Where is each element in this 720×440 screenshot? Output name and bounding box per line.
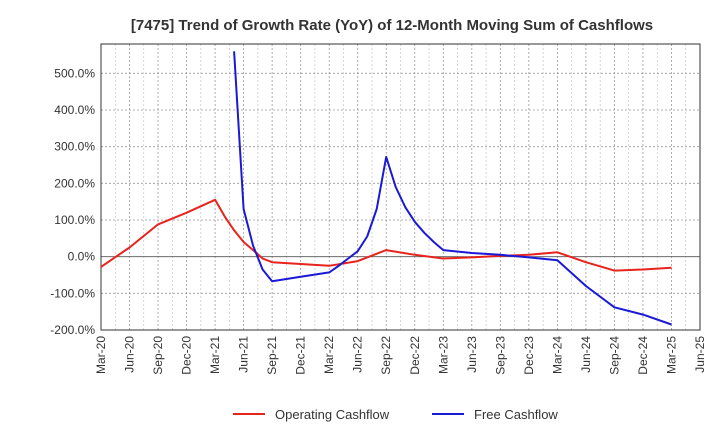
x-tick-label: Jun-23 <box>465 336 479 373</box>
y-tick-label: -200.0% <box>50 323 95 337</box>
x-tick-label: Sep-23 <box>493 336 507 375</box>
y-tick-label: 200.0% <box>54 176 95 190</box>
legend-label-operating-cashflow: Operating Cashflow <box>275 407 390 422</box>
x-tick-label: Jun-20 <box>123 336 137 373</box>
plot-frame <box>100 43 701 331</box>
series-lines <box>100 51 672 326</box>
x-tick-label: Jun-21 <box>237 336 251 373</box>
x-tick-label: Jun-24 <box>579 336 593 373</box>
y-tick-label: 400.0% <box>54 103 95 117</box>
x-tick-label: Dec-21 <box>294 336 308 375</box>
x-tick-label: Sep-24 <box>607 336 621 375</box>
chart-title: [7475] Trend of Growth Rate (YoY) of 12-… <box>131 17 653 34</box>
y-tick-label: 0.0% <box>68 250 96 264</box>
x-tick-label: Jun-22 <box>351 336 365 373</box>
x-tick-label: Mar-25 <box>664 336 678 374</box>
x-tick-label: Mar-24 <box>550 336 564 374</box>
legend-label-free-cashflow: Free Cashflow <box>474 407 558 422</box>
y-axis-ticks: -200.0% -100.0% 0.0% 100.0% 200.0% 300.0% 400.… <box>50 66 95 337</box>
x-tick-label: Sep-22 <box>379 336 393 375</box>
series-line-operating-cashflow <box>100 198 672 272</box>
grid-lines <box>101 44 700 331</box>
x-tick-label: Dec-23 <box>522 336 536 375</box>
x-tick-label: Dec-20 <box>180 336 194 375</box>
x-tick-label: Sep-20 <box>151 336 165 375</box>
x-tick-label: Mar-20 <box>94 336 108 374</box>
legend: Operating Cashflow Free Cashflow <box>233 407 558 422</box>
x-tick-label: Dec-22 <box>408 336 422 375</box>
x-tick-label: Mar-21 <box>208 336 222 374</box>
x-tick-label: Mar-22 <box>322 336 336 374</box>
series-line-free-cashflow <box>233 51 672 326</box>
y-tick-label: 500.0% <box>54 66 95 80</box>
x-tick-label: Sep-21 <box>265 336 279 375</box>
x-tick-label: Jun-25 <box>693 336 707 373</box>
y-tick-label: 300.0% <box>54 140 95 154</box>
y-tick-label: 100.0% <box>54 213 95 227</box>
x-axis-ticks: Mar-20 Jun-20 Sep-20 Dec-20 Mar-21 Jun-21 Sep-… <box>94 336 707 375</box>
x-tick-label: Dec-24 <box>636 336 650 375</box>
y-tick-label: -100.0% <box>50 286 95 300</box>
x-tick-label: Mar-23 <box>436 336 450 374</box>
